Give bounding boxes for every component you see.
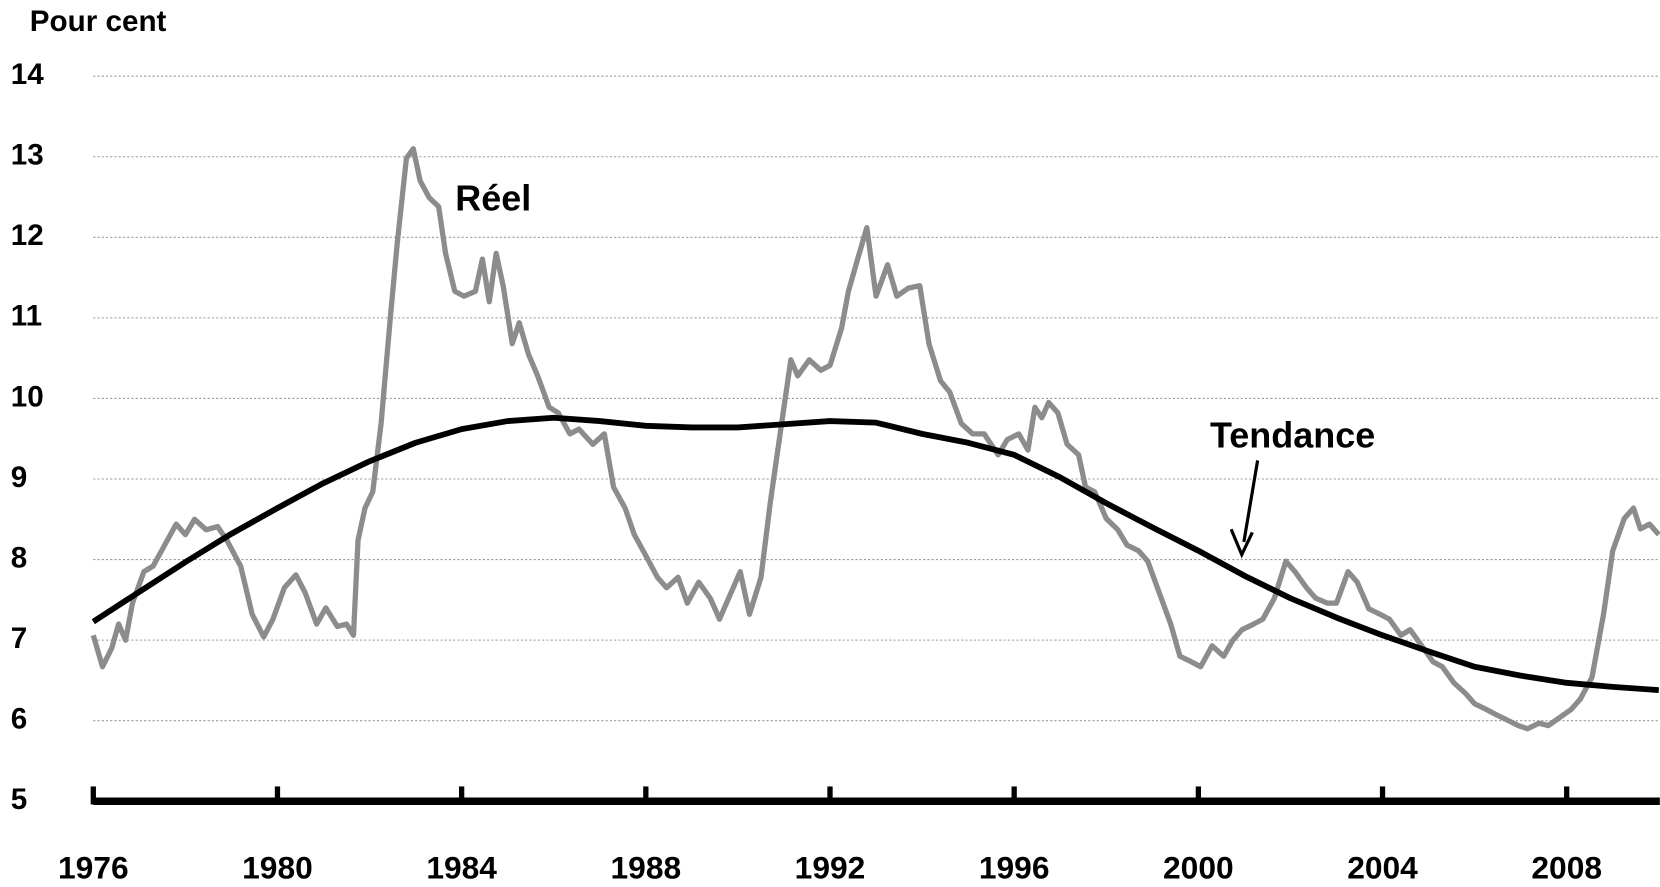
annotation-arrowhead (1229, 528, 1254, 559)
x-tick-label: 1980 (242, 849, 313, 885)
x-tick-label: 1976 (58, 849, 129, 885)
line-series (90, 146, 1660, 732)
y-tick-label: 14 (11, 58, 44, 91)
x-tick-label: 1984 (426, 849, 497, 885)
annotation-arrow (1242, 460, 1260, 543)
y-tick-label: 6 (11, 703, 27, 736)
y-axis-label: Pour cent (30, 5, 167, 38)
annotation: Tendance (1210, 415, 1375, 456)
y-tick-label: 8 (11, 541, 27, 574)
y-tick-label: 11 (11, 300, 42, 333)
x-tick-label: 1996 (979, 849, 1050, 885)
y-tick-label: 12 (11, 219, 44, 252)
x-tick-label: 1992 (795, 849, 866, 885)
y-tick-label: 9 (11, 461, 27, 494)
y-tick-label: 5 (11, 783, 27, 816)
y-tick-label: 7 (11, 622, 27, 655)
x-tick-label: 2004 (1347, 849, 1418, 885)
line-series (91, 414, 1659, 694)
x-tick-label: 2008 (1531, 849, 1602, 885)
annotation: Réel (455, 178, 531, 219)
x-tick-label: 2000 (1163, 849, 1234, 885)
x-tick-label: 1988 (611, 849, 682, 885)
y-tick-label: 13 (11, 139, 44, 172)
y-tick-label: 10 (11, 380, 44, 413)
